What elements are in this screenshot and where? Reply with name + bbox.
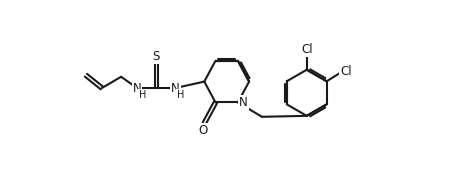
Text: N: N <box>171 81 180 95</box>
Text: H: H <box>177 90 185 100</box>
Text: S: S <box>153 50 160 63</box>
Text: O: O <box>198 124 207 137</box>
Text: N: N <box>239 96 248 109</box>
Text: H: H <box>139 90 146 100</box>
Text: Cl: Cl <box>340 65 352 78</box>
Text: Cl: Cl <box>301 43 313 56</box>
Text: N: N <box>133 81 142 95</box>
